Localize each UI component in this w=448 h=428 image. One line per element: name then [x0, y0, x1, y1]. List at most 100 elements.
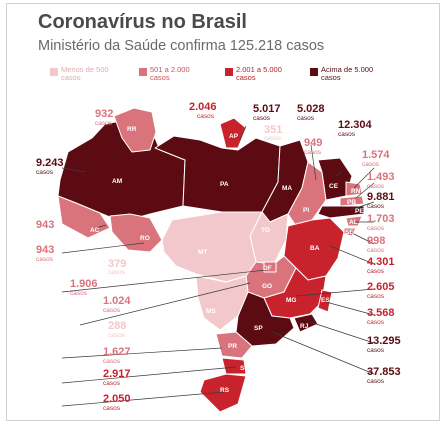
leader-lines [61, 125, 375, 407]
cases-unit: casos [367, 293, 385, 300]
infographic-frame [6, 3, 440, 421]
cases-unit: casos [367, 225, 385, 232]
cases-unit: casos [264, 135, 282, 142]
cases-rn: 1.574 [362, 149, 390, 161]
state-rr [113, 107, 157, 153]
cases-ms: 288 [108, 320, 126, 332]
state-rj [293, 313, 319, 333]
legend-swatch [50, 68, 58, 76]
cases-ma: 5.028 [297, 103, 325, 115]
cases-mg: 2.605 [367, 281, 395, 293]
state-code-al: AL [349, 219, 358, 226]
cases-pe: 9.881 [367, 191, 395, 203]
state-code-rj: RJ [300, 323, 309, 330]
state-ap [219, 117, 247, 149]
cases-am: 9.243 [36, 157, 64, 169]
cases-unit: casos [304, 149, 322, 156]
state-code-ms: MS [206, 308, 216, 315]
state-code-sc: SC [240, 365, 249, 372]
state-code-pr: PR [228, 343, 237, 350]
cases-rr: 932 [95, 108, 113, 120]
cases-pb: 1.493 [367, 171, 395, 183]
state-df [263, 261, 277, 273]
cases-ba: 4.301 [367, 256, 395, 268]
cases-ac: 943 [36, 219, 54, 231]
state-code-pb: PB [347, 199, 356, 206]
cases-unit: casos [197, 113, 215, 120]
cases-unit: casos [362, 161, 380, 168]
cases-unit: casos [70, 290, 88, 297]
state-rs [199, 373, 247, 413]
cases-ap: 2.046 [189, 101, 217, 113]
legend-label: 501 a 2.000 casos [150, 65, 190, 82]
cases-pa: 5.017 [253, 103, 281, 115]
page-subtitle: Ministério da Saúde confirma 125.218 cas… [38, 38, 325, 54]
cases-mt: 379 [108, 258, 126, 270]
state-rn [345, 181, 363, 197]
case-labels-left: 9.243 casos 932 casos 943 943 casos 379 … [36, 108, 131, 412]
cases-sp: 37.853 [367, 366, 401, 378]
legend-swatch [310, 68, 318, 76]
case-labels-right: 2.046 casos 5.017 casos 5.028 casos 351 … [189, 101, 401, 385]
state-al [345, 215, 363, 227]
cases-unit: casos [297, 115, 315, 122]
state-code-go: GO [262, 283, 272, 290]
cases-pi: 949 [304, 137, 322, 149]
cases-rs: 2.050 [103, 393, 131, 405]
state-code-pe: PE [355, 208, 364, 215]
state-codes: AM RR AP PA MA TO PI CE RN PB PE AL SE B… [90, 126, 364, 394]
state-ro [109, 213, 163, 253]
legend-item-under-500: Menos de 500 casos [50, 66, 119, 82]
cases-unit: casos [367, 183, 385, 190]
cases-go: 1.024 [103, 295, 131, 307]
state-pi [287, 161, 327, 227]
legend-swatch [225, 68, 233, 76]
state-code-pa: PA [220, 181, 229, 188]
state-code-es: ES [321, 297, 330, 304]
cases-unit: casos [103, 358, 121, 365]
state-code-ap: AP [229, 133, 239, 140]
page-title: Coronavírus no Brasil [38, 11, 247, 33]
state-code-rs: RS [220, 387, 230, 394]
cases-unit: casos [103, 307, 121, 314]
state-code-am: AM [112, 178, 122, 185]
state-sc [221, 357, 247, 375]
cases-unit: casos [36, 169, 54, 176]
cases-unit: casos [108, 332, 126, 339]
cases-unit: casos [367, 378, 385, 385]
state-code-to: TO [261, 227, 270, 234]
state-code-se: SE [345, 229, 354, 236]
cases-unit: casos [103, 380, 121, 387]
legend-item-over-5000: Acima de 5.000 casos [310, 66, 379, 82]
cases-se: 998 [367, 235, 385, 247]
cases-df: 1.906 [70, 278, 98, 290]
cases-unit: casos [253, 115, 271, 122]
legend-label: Acima de 5.000 casos [321, 65, 374, 82]
cases-unit: casos [103, 405, 121, 412]
cases-unit: casos [95, 120, 113, 127]
cases-ce: 12.304 [338, 119, 373, 131]
cases-unit: casos [367, 347, 385, 354]
legend-item-2001-5000: 2.001 a 5.000 casos [225, 66, 294, 82]
legend-item-501-2000: 501 a 2.000 casos [139, 66, 208, 82]
cases-unit: casos [367, 319, 385, 326]
legend-label: 2.001 a 5.000 casos [236, 65, 282, 82]
cases-unit: casos [367, 247, 385, 254]
state-pr [215, 331, 253, 359]
state-code-rn: RN [351, 188, 361, 195]
state-es [317, 289, 333, 313]
state-pb [339, 195, 365, 207]
cases-unit: casos [367, 203, 385, 210]
cases-ro: 943 [36, 244, 54, 256]
cases-sc: 2.917 [103, 368, 131, 380]
state-code-ro: RO [140, 235, 150, 242]
cases-unit: casos [338, 131, 356, 138]
cases-rj: 13.295 [367, 335, 401, 347]
cases-unit: casos [367, 268, 385, 275]
state-code-ba: BA [310, 245, 320, 252]
state-mt [161, 211, 263, 283]
cases-unit: casos [36, 256, 54, 263]
state-code-rr: RR [127, 126, 137, 133]
state-code-ce: CE [329, 183, 339, 190]
